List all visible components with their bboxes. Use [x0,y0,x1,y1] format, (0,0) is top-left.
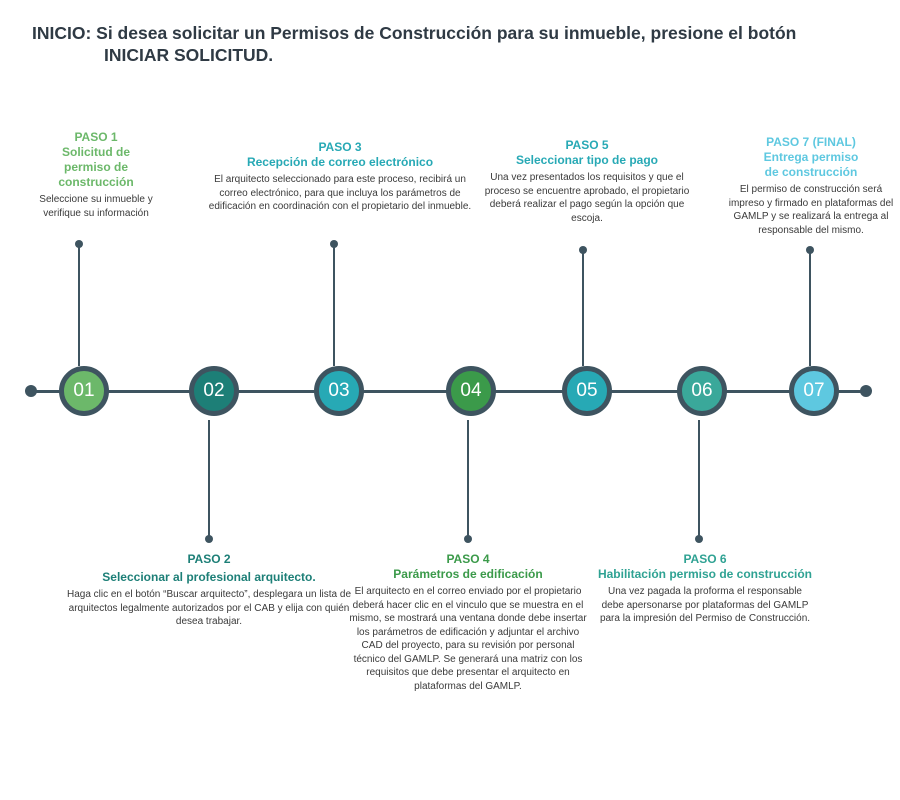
step-5-connector [582,250,584,366]
timeline-start-dot [25,385,37,397]
step-4-connector-dot [464,535,472,543]
step-2-label: PASO 2 [187,552,231,566]
step-3-description: El arquitecto seleccionado para este pro… [208,174,472,212]
step-6-label: PASO 6 [683,552,727,566]
step-2-block: PASO 2 Seleccionar al profesional arquit… [50,552,368,629]
step-4-title: PASO 4 Parámetros de edificación [342,552,594,582]
step-1-subtitle: Solicitud de permiso de construcción [58,145,134,189]
step-4-connector [467,420,469,540]
step-5-label: PASO 5 [565,138,609,152]
step-2-connector-dot [205,535,213,543]
step-3-connector [333,244,335,366]
step-4-subtitle: Parámetros de edificación [393,567,543,581]
timeline-end-dot [860,385,872,397]
step-7-description: El permiso de construcción será impreso … [728,184,894,236]
step-5-circle: 05 [562,366,612,416]
step-2-connector [208,420,210,540]
step-6-subtitle: Habilitación permiso de construcción [597,567,813,581]
step-4-description: El arquitecto en el correo enviado por e… [349,586,587,692]
step-5-connector-dot [579,246,587,254]
step-2-subtitle: Seleccionar al profesional arquitecto. [102,570,316,584]
step-7-label: PASO 7 (FINAL) [766,135,856,149]
intro-line-1: INICIO: Si desea solicitar un Permisos d… [32,23,797,43]
step-6-description: Una vez pagada la proforma el responsabl… [599,586,811,624]
step-6-title: PASO 6 Habilitación permiso de construcc… [588,552,822,582]
step-5-title: PASO 5 Seleccionar tipo de pago [482,138,692,168]
step-7-block: PASO 7 (FINAL) Entrega permiso de constr… [722,135,900,237]
step-7-connector-dot [806,246,814,254]
step-4-circle: 04 [446,366,496,416]
step-6-connector-dot [695,535,703,543]
step-7-circle: 07 [789,366,839,416]
step-7-subtitle: Entrega permiso de construcción [763,150,859,179]
step-2-title: PASO 2 Seleccionar al profesional arquit… [50,552,368,585]
step-5-description: Una vez presentados los requisitos y que… [484,172,690,224]
step-1-block: PASO 1 Solicitud de permiso de construcc… [8,130,184,220]
step-6-circle: 06 [677,366,727,416]
step-7-title: PASO 7 (FINAL) Entrega permiso de constr… [722,135,900,180]
step-3-subtitle: Recepción de correo electrónico [246,155,434,169]
step-1-title: PASO 1 Solicitud de permiso de construcc… [8,130,184,190]
intro-line-2: INICIAR SOLICITUD. [104,45,274,65]
step-2-description: Haga clic en el botón “Buscar arquitecto… [66,589,352,627]
step-7-connector [809,250,811,366]
step-6-connector [698,420,700,540]
step-3-circle: 03 [314,366,364,416]
step-3-block: PASO 3 Recepción de correo electrónico E… [200,140,480,214]
step-3-label: PASO 3 [318,140,362,154]
step-1-description: Seleccione su inmueble y verifique su in… [39,194,153,219]
step-3-connector-dot [330,240,338,248]
step-1-connector [78,244,80,366]
step-1-connector-dot [75,240,83,248]
step-6-block: PASO 6 Habilitación permiso de construcc… [588,552,822,626]
step-1-circle: 01 [59,366,109,416]
step-5-block: PASO 5 Seleccionar tipo de pago Una vez … [482,138,692,225]
step-1-label: PASO 1 [74,130,118,144]
step-4-label: PASO 4 [446,552,490,566]
step-3-title: PASO 3 Recepción de correo electrónico [200,140,480,170]
intro-text: INICIO: Si desea solicitar un Permisos d… [32,22,872,66]
step-4-block: PASO 4 Parámetros de edificación El arqu… [342,552,594,693]
step-5-subtitle: Seleccionar tipo de pago [515,153,659,167]
step-2-circle: 02 [189,366,239,416]
